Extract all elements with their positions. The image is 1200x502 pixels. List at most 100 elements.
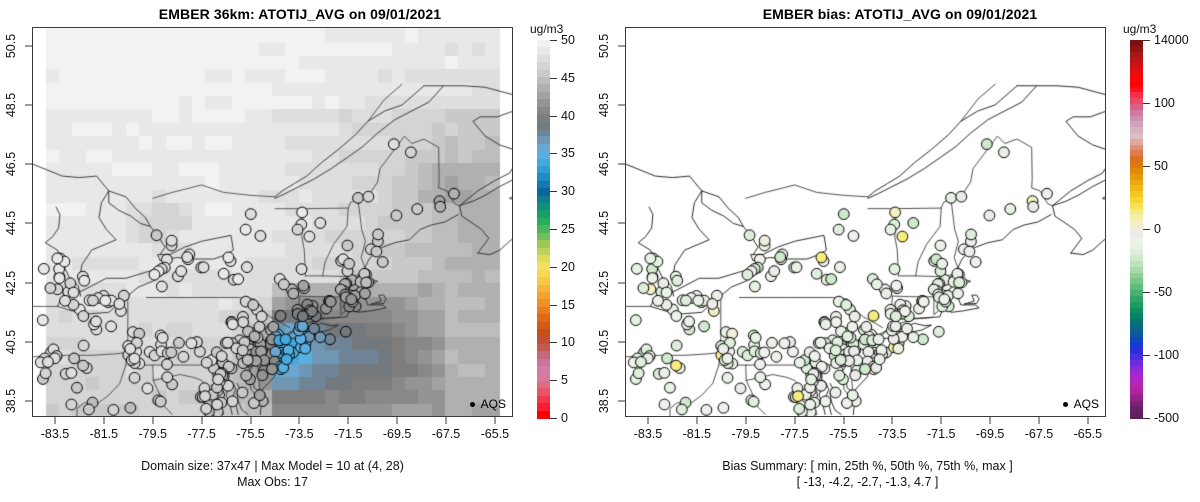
colorbar-segment <box>537 388 550 397</box>
colorbar-segment <box>537 54 550 63</box>
x-tick-mark <box>891 417 893 424</box>
panel-model: EMBER 36km: ATOTIJ_AVG on 09/01/2021 AQS… <box>0 6 575 490</box>
colorbar-bias-unit: ug/m3 <box>1123 22 1157 36</box>
colorbar-tick <box>550 40 557 41</box>
colorbar-segment <box>1130 156 1143 163</box>
colorbar-segment <box>537 40 550 48</box>
colorbar-segment <box>537 84 550 93</box>
colorbar-tick-label: 25 <box>561 222 575 236</box>
y-tick-label: 38.5 <box>4 389 18 414</box>
colorbar-tick <box>550 115 557 117</box>
x-tick-mark <box>54 417 56 424</box>
colorbar-segment <box>1130 255 1143 262</box>
y-tick-mark <box>25 341 32 343</box>
colorbar-segment <box>1130 371 1143 378</box>
colorbar-segment <box>537 358 550 367</box>
colorbar-segment <box>537 240 550 249</box>
colorbar-segment <box>537 321 550 330</box>
y-tick-mark <box>618 163 625 165</box>
legend-aqs-model: AQS <box>469 397 506 411</box>
colorbar-segment <box>1130 208 1143 216</box>
colorbar-segment <box>1130 185 1143 192</box>
colorbar-tick-label: -100 <box>1154 348 1180 362</box>
colorbar-segment <box>537 77 550 86</box>
x-tick-label: -73.5 <box>285 427 314 441</box>
colorbar-tick-label: 0 <box>561 411 568 425</box>
colorbar-segment <box>1130 365 1143 373</box>
colorbar-segment <box>1130 127 1143 134</box>
colorbar-segment <box>537 195 550 204</box>
colorbar-segment <box>537 373 550 382</box>
colorbar-segment <box>1130 319 1143 326</box>
colorbar-segment <box>537 284 550 293</box>
colorbar-segment <box>537 47 550 56</box>
colorbar-tick-label: -500 <box>1154 411 1180 425</box>
colorbar-segment <box>1130 295 1143 303</box>
colorbar-tick <box>1143 418 1150 419</box>
legend-aqs-bias: AQS <box>1062 397 1099 411</box>
colorbar-segment <box>537 99 550 108</box>
colorbar-segment <box>1130 266 1143 274</box>
colorbar-segment <box>1130 359 1143 367</box>
colorbar-segment <box>537 136 550 145</box>
colorbar-segment <box>1130 150 1143 157</box>
colorbar-segment <box>1130 98 1143 105</box>
colorbar-tick <box>1143 166 1150 167</box>
bias-station-markers[interactable] <box>626 28 1105 416</box>
colorbar-segment <box>537 225 550 234</box>
x-tick-label: -65.5 <box>480 427 510 441</box>
colorbar-segment <box>537 380 550 389</box>
caption-model: Domain size: 37x47 | Max Model = 10 at (… <box>0 458 545 490</box>
y-tick-label: 44.5 <box>4 211 18 236</box>
y-tick-label: 42.5 <box>4 270 18 295</box>
colorbar-segment <box>1130 336 1143 343</box>
colorbar-tick <box>550 266 557 268</box>
colorbar-segment <box>537 158 550 167</box>
colorbar-tick-label: 100 <box>1154 96 1175 110</box>
colorbar-segment <box>1130 202 1143 210</box>
x-tick-mark <box>152 417 154 424</box>
model-station-markers[interactable] <box>33 28 512 416</box>
map-plot-bias[interactable]: AQS <box>625 27 1106 417</box>
caption-bias: Bias Summary: [ min, 25th %, 50th %, 75t… <box>600 458 1135 490</box>
caption-model-line1: Domain size: 37x47 | Max Model = 10 at (… <box>141 459 404 473</box>
colorbar-segment <box>537 143 550 152</box>
colorbar-bias: ug/m3 14000 100 50 0 -50 -100 -500 <box>1123 22 1200 425</box>
x-tick-mark <box>843 417 844 424</box>
x-tick-label: -79.5 <box>731 427 761 441</box>
colorbar-segment <box>537 210 550 219</box>
colorbar-segment <box>1130 406 1143 413</box>
colorbar-segment <box>1130 80 1143 88</box>
colorbar-segment <box>1130 40 1143 47</box>
filled-circle-icon <box>469 401 475 407</box>
colorbar-segment <box>537 329 550 338</box>
colorbar-segment <box>537 180 550 189</box>
colorbar-segment <box>1130 138 1143 146</box>
colorbar-tick-label: 40 <box>561 108 575 123</box>
colorbar-segment <box>1130 214 1143 221</box>
y-tick-label: 46.5 <box>4 152 18 177</box>
colorbar-segment <box>537 166 550 174</box>
colorbar-model-bar: 50 45 40 35 30 25 20 15 10 5 0 <box>537 33 575 425</box>
colorbar-segment <box>1130 162 1143 169</box>
colorbar-segment <box>1130 260 1143 268</box>
filled-circle-icon <box>1062 401 1068 407</box>
colorbar-segment <box>1130 394 1143 402</box>
panel-model-title: EMBER 36km: ATOTIJ_AVG on 09/01/2021 <box>158 6 442 22</box>
colorbar-segment <box>1130 400 1143 407</box>
colorbar-segment <box>1130 278 1143 285</box>
colorbar-tick-label: 20 <box>561 259 575 274</box>
colorbar-segment <box>1130 115 1143 122</box>
colorbar-segment <box>537 173 550 182</box>
colorbar-segment <box>1130 86 1143 93</box>
map-plot-model[interactable]: AQS <box>32 27 513 417</box>
caption-model-line2: Max Obs: 17 <box>237 475 308 489</box>
y-tick-mark <box>25 163 32 165</box>
colorbar-segment <box>1130 103 1143 111</box>
colorbar-tick-label: 50 <box>1154 159 1168 173</box>
colorbar-segment <box>1130 354 1143 361</box>
y-tick-mark <box>618 282 625 284</box>
colorbar-segment <box>1130 109 1143 117</box>
colorbar-tick-label: 50 <box>561 33 575 47</box>
colorbar-tick-label: 5 <box>561 373 568 388</box>
